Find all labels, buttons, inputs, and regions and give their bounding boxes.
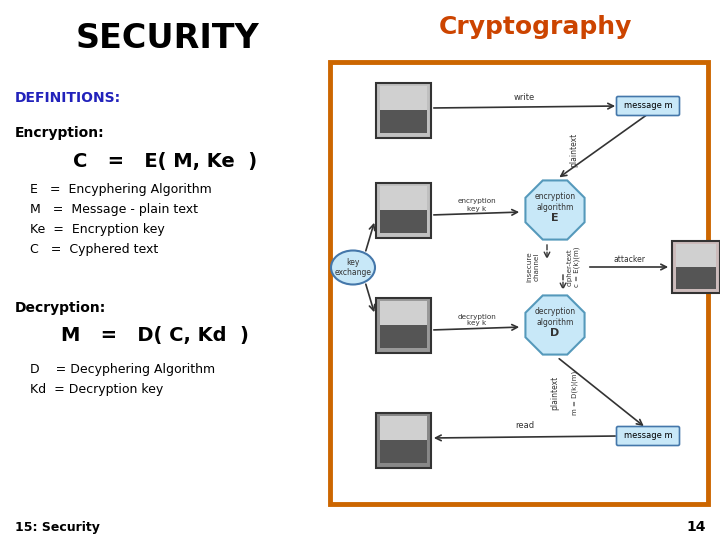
Text: message m: message m xyxy=(624,431,672,441)
FancyBboxPatch shape xyxy=(616,427,680,446)
Bar xyxy=(676,267,716,289)
Text: M   =   D( C, Kd  ): M = D( C, Kd ) xyxy=(61,327,249,346)
Text: message m: message m xyxy=(624,102,672,111)
Text: M   =  Message - plain text: M = Message - plain text xyxy=(30,204,198,217)
Text: attacker: attacker xyxy=(613,254,645,264)
Text: cipher-text
c = E(k)(m): cipher-text c = E(k)(m) xyxy=(566,247,580,287)
FancyBboxPatch shape xyxy=(616,97,680,116)
Text: m = D(k)(m): m = D(k)(m) xyxy=(571,370,577,415)
FancyBboxPatch shape xyxy=(330,62,708,504)
Bar xyxy=(379,325,426,348)
Bar xyxy=(376,83,431,138)
Bar xyxy=(379,110,426,133)
Text: E: E xyxy=(552,213,559,223)
Text: plaintext: plaintext xyxy=(550,375,559,410)
Text: key
exchange: key exchange xyxy=(335,258,372,277)
Text: encryption
algorithm: encryption algorithm xyxy=(534,192,575,212)
Bar xyxy=(376,413,431,468)
Text: SECURITY: SECURITY xyxy=(76,22,260,55)
Text: decryption
algorithm: decryption algorithm xyxy=(534,307,575,327)
Text: write: write xyxy=(514,92,535,102)
Text: D: D xyxy=(550,328,559,338)
Ellipse shape xyxy=(331,251,375,285)
Bar xyxy=(672,241,720,293)
Text: 14: 14 xyxy=(686,520,706,534)
Text: insecure
channel: insecure channel xyxy=(526,252,539,282)
Bar xyxy=(379,210,426,233)
Text: Kd  = Decryption key: Kd = Decryption key xyxy=(30,383,163,396)
Bar xyxy=(676,244,716,267)
Bar xyxy=(379,440,426,463)
Bar xyxy=(379,300,426,325)
Bar xyxy=(379,85,426,110)
Text: Cryptography: Cryptography xyxy=(438,15,631,39)
Text: DEFINITIONS:: DEFINITIONS: xyxy=(15,91,121,105)
Bar xyxy=(376,183,431,238)
Polygon shape xyxy=(526,180,585,240)
Text: 15: Security: 15: Security xyxy=(15,521,100,534)
Text: Encryption:: Encryption: xyxy=(15,126,104,140)
Text: plaintext: plaintext xyxy=(569,132,578,167)
Bar xyxy=(379,186,426,210)
Bar xyxy=(379,415,426,440)
Text: read: read xyxy=(515,422,534,430)
Text: D    = Decyphering Algorithm: D = Decyphering Algorithm xyxy=(30,363,215,376)
Text: C   =   E( M, Ke  ): C = E( M, Ke ) xyxy=(73,152,257,172)
Text: encryption
key k: encryption key k xyxy=(457,199,496,212)
Text: Decryption:: Decryption: xyxy=(15,301,107,315)
Text: Ke  =  Encryption key: Ke = Encryption key xyxy=(30,224,165,237)
Text: C   =  Cyphered text: C = Cyphered text xyxy=(30,244,158,256)
Text: decryption
key k: decryption key k xyxy=(457,314,496,327)
Polygon shape xyxy=(526,295,585,355)
Text: E   =  Encyphering Algorithm: E = Encyphering Algorithm xyxy=(30,184,212,197)
Bar xyxy=(376,298,431,353)
